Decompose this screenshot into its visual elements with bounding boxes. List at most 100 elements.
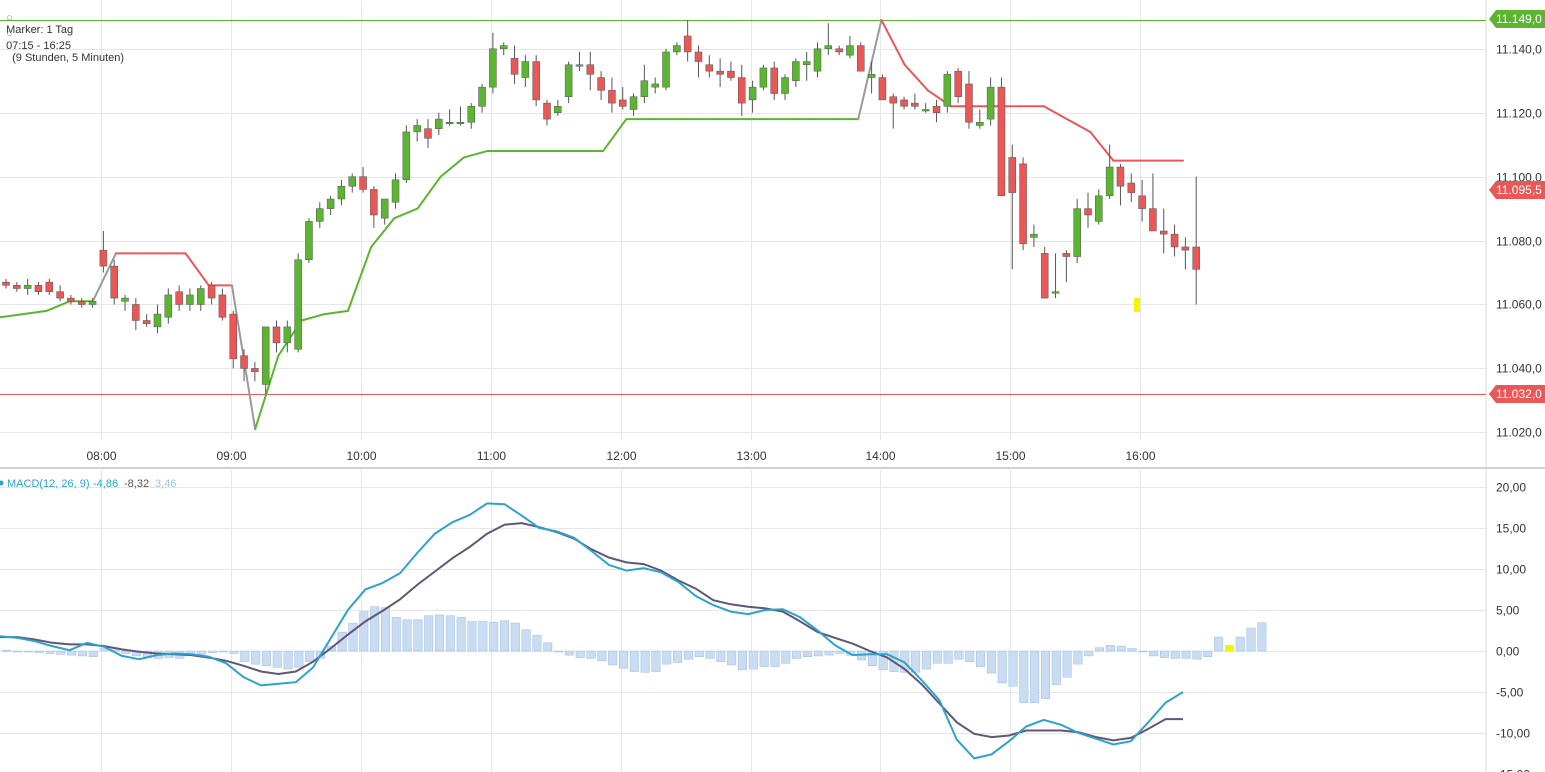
- candle-body: [911, 102, 919, 107]
- candle: [56, 285, 64, 302]
- candle: [878, 74, 887, 101]
- candle-body: [824, 45, 833, 50]
- histogram-bar: [727, 650, 737, 666]
- candle: [283, 320, 292, 353]
- candle-body: [716, 70, 724, 75]
- candle: [240, 349, 248, 382]
- histogram-bar: [694, 650, 704, 657]
- histogram-bar: [1084, 650, 1094, 657]
- candle: [770, 61, 778, 100]
- trail-segment: [45, 300, 71, 312]
- candle-body: [694, 51, 703, 62]
- histogram-bar: [1127, 648, 1137, 652]
- macd-legend-value: -4,86: [93, 478, 118, 490]
- candle: [694, 45, 703, 78]
- histogram-bar: [88, 650, 98, 657]
- histogram-bar: [261, 650, 271, 667]
- candle-body: [857, 45, 865, 72]
- candle-body: [813, 48, 822, 72]
- trail-segment: [300, 313, 326, 322]
- histogram-bar: [943, 650, 953, 664]
- candle: [326, 195, 335, 215]
- candle: [489, 32, 497, 94]
- candle: [575, 51, 584, 72]
- price-y-tick-label: 11.040,0: [1496, 362, 1542, 376]
- candle: [813, 42, 822, 78]
- candle-body: [510, 58, 519, 75]
- candle: [23, 278, 32, 295]
- histogram-bar: [748, 650, 758, 670]
- candle-body: [435, 118, 443, 129]
- histogram-bar: [121, 650, 131, 654]
- candle: [1138, 179, 1146, 222]
- trail-segment: [22, 309, 48, 316]
- candle: [45, 278, 54, 295]
- svg-text:11.032,0: 11.032,0: [1496, 387, 1542, 401]
- candle: [802, 51, 811, 81]
- candle-body: [45, 281, 54, 292]
- histogram-bar: [802, 650, 812, 657]
- histogram-bar: [272, 650, 282, 668]
- histogram-bar: [56, 650, 66, 655]
- candle-body: [402, 131, 411, 181]
- candle: [705, 55, 714, 78]
- candle: [986, 77, 995, 126]
- histogram-bar: [34, 650, 44, 653]
- candle-body: [1062, 253, 1071, 257]
- candle-body: [943, 74, 952, 107]
- candle-body: [673, 45, 681, 53]
- histogram-bar: [824, 650, 834, 656]
- price-y-axis: 11.140,011.120,011.100,011.080,011.060,0…: [1496, 43, 1542, 440]
- histogram-bar: [954, 650, 964, 660]
- candle: [1116, 163, 1125, 206]
- signal-marker: [1134, 298, 1140, 312]
- candle: [662, 48, 670, 91]
- candle: [218, 288, 227, 321]
- price-tag-top: 11.149,0: [1489, 10, 1545, 28]
- macd-legend-histogram: 3,46: [155, 478, 176, 490]
- candle-body: [456, 122, 465, 125]
- histogram-bar: [1192, 650, 1202, 660]
- histogram-bar: [305, 650, 315, 662]
- candle: [954, 67, 962, 104]
- x-tick-label: 09:00: [216, 449, 246, 463]
- histogram-bar: [1030, 650, 1040, 703]
- candle: [1105, 144, 1114, 200]
- histogram-bar: [1203, 650, 1213, 657]
- histogram-bar: [878, 650, 888, 671]
- trail-segment: [462, 150, 489, 159]
- candle: [618, 87, 627, 110]
- svg-text:11.149,0: 11.149,0: [1496, 12, 1542, 26]
- histogram-bar: [13, 650, 23, 653]
- candle: [1040, 246, 1049, 299]
- histogram-bar: [640, 650, 650, 673]
- x-tick-label: 11:00: [477, 449, 506, 463]
- marker-label: Marker: 1 Tag: [6, 24, 74, 36]
- candle-body: [77, 301, 86, 305]
- price-y-tick-label: 11.120,0: [1496, 107, 1542, 121]
- candle-body: [326, 198, 335, 209]
- candle: [348, 173, 356, 193]
- candle-body: [705, 64, 714, 72]
- candle: [142, 314, 151, 327]
- candle: [34, 282, 43, 295]
- histogram-bar: [921, 650, 931, 670]
- candle: [554, 99, 562, 116]
- candle: [110, 259, 118, 305]
- candle-body: [1127, 182, 1136, 193]
- candle: [727, 61, 735, 81]
- candle: [1159, 208, 1168, 254]
- candle: [792, 58, 800, 88]
- candle: [532, 55, 540, 107]
- candle-body: [348, 176, 356, 187]
- trail-segment: [1042, 105, 1069, 121]
- histogram-bar: [218, 650, 228, 653]
- candle: [88, 298, 97, 308]
- histogram-bar: [1019, 650, 1029, 703]
- histogram-bar: [67, 650, 77, 656]
- candle: [1149, 173, 1157, 232]
- histogram-bar: [467, 621, 477, 652]
- macd-legend[interactable]: MACD(12, 26, 9) -4,86 -8,32 3,46: [0, 478, 176, 490]
- histogram-bar: [370, 606, 380, 652]
